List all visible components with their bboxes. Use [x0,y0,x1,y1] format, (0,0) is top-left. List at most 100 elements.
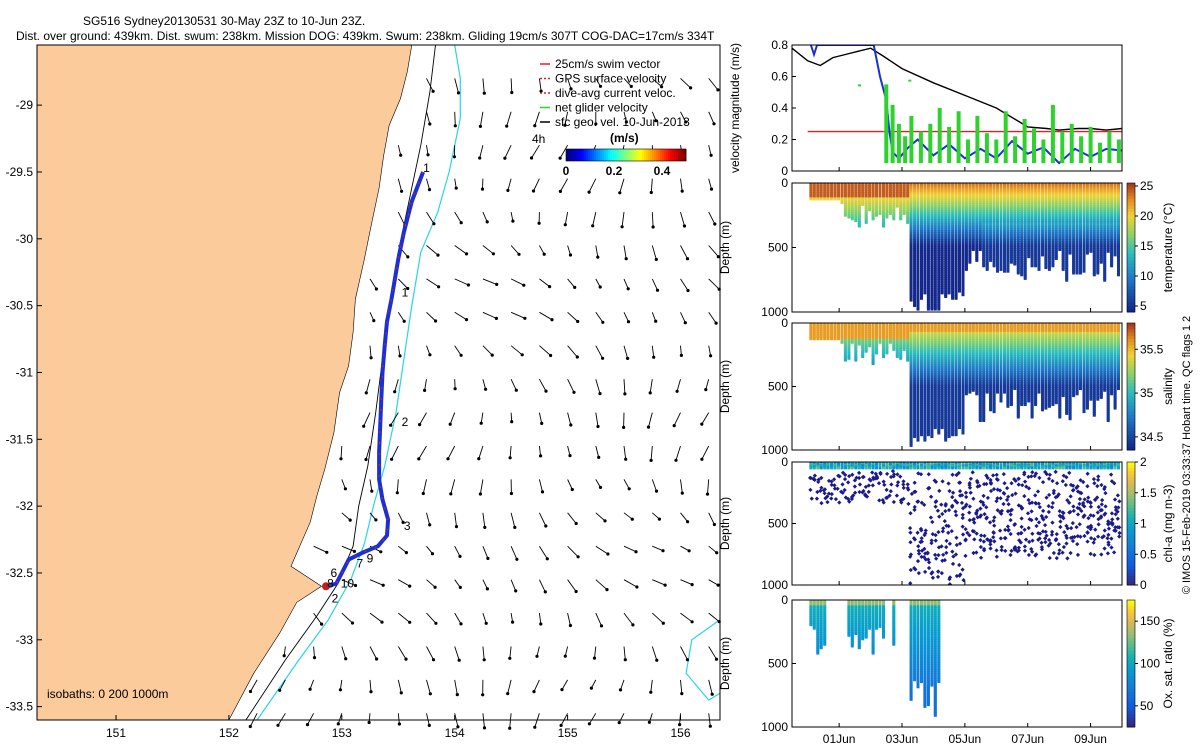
temperature-sample [895,195,899,199]
salinity-sample [892,331,896,335]
temperature-sample [1023,255,1027,259]
temperature-sample [1013,202,1017,206]
temperature-sample [1075,248,1079,251]
temperature-sample [920,253,923,257]
salinity-sample [916,406,920,410]
salinity-sample [861,335,865,339]
temperature-sample [1092,224,1096,228]
temperature-sample [1030,257,1034,260]
salinity-sample [847,339,851,342]
temperature-sample [1020,269,1024,273]
temperature-sample [1106,184,1110,188]
temperature-sample [954,260,958,264]
salinity-sample [819,330,823,334]
temperature-sample [958,211,961,215]
temperature-sample [989,244,993,248]
temperature-sample [823,188,827,192]
temperature-sample [1013,260,1017,264]
temperature-sample [1117,193,1120,197]
temperature-sample [1110,186,1114,190]
salinity-sample [916,353,920,357]
temperature-sample [868,186,872,190]
temperature-sample [1027,253,1031,257]
temperature-sample [1027,240,1031,244]
temperature-sample [1085,208,1089,212]
temperature-sample [937,284,941,288]
sfc-velocity-arrowhead [648,391,652,395]
sfc-velocity-arrowhead [622,425,626,429]
colorbar-cell [662,149,665,161]
salinity-sample [913,347,917,351]
temperature-sample [933,230,937,233]
temperature-sample [1085,217,1089,221]
temperature-sample [1072,246,1076,250]
temperature-sample [1044,184,1048,188]
temperature-sample [1027,193,1031,197]
temperature-sample [1103,275,1107,279]
colorbar-cell [602,149,605,161]
temperature-sample [1047,226,1051,230]
temperature-sample [1030,231,1034,235]
temperature-sample [1082,257,1086,260]
sfc-velocity-arrowhead [618,191,622,195]
salinity-sample [920,383,923,387]
sfc-velocity-arrow [418,445,427,460]
salinity-sample [920,326,923,330]
temperature-sample [909,206,913,210]
temperature-sample [1061,215,1065,219]
temperature-sample [1092,230,1096,233]
salinity-sample [916,378,920,382]
temperature-sample [964,242,968,246]
temperature-sample [920,248,923,251]
temperature-sample [930,213,934,217]
colorbar-cell [648,149,651,161]
temperature-sample [964,239,968,242]
temperature-sample [892,199,896,203]
temperature-sample [909,210,913,214]
temperature-sample [1061,235,1065,239]
temperature-sample [978,186,982,190]
temperature-sample [951,296,955,300]
temperature-sample [992,217,996,221]
temperature-sample [1110,231,1114,235]
salinity-sample [909,395,913,399]
colorbar-cell [626,149,629,161]
salinity-sample [816,324,820,328]
temperature-sample [909,190,913,194]
salinity-sample [875,349,878,353]
colorbar-cell [600,149,603,161]
temperature-sample [1061,258,1065,262]
salinity-sample [882,330,885,334]
temperature-sample [1117,199,1120,203]
temperature-sample [999,215,1003,219]
sfc-velocity-arrowhead [400,189,404,193]
temperature-sample [830,193,834,197]
temperature-sample [1085,184,1089,188]
temperature-sample [878,195,882,199]
temperature-sample [1103,246,1107,250]
temperature-sample [882,217,885,221]
temperature-sample [1054,237,1058,241]
temperature-sample [937,251,941,255]
salinity-sample [823,324,827,328]
temperature-sample [923,266,927,270]
sfc-velocity-arrowhead [606,552,610,556]
temperature-sample [847,195,851,199]
temperature-sample [1117,240,1120,244]
temperature-sample [1047,257,1051,260]
temperature-sample [1041,228,1044,232]
temperature-sample [1047,224,1051,228]
temperature-sample [933,204,937,208]
temperature-sample [961,224,965,228]
temperature-sample [930,258,934,262]
temperature-sample [1092,204,1096,208]
sfc-velocity-arrow [277,713,286,726]
temperature-sample [1082,183,1086,186]
temperature-sample [895,190,899,194]
salinity-sample [913,392,917,396]
temperature-sample [964,258,968,262]
temperature-sample [1009,235,1013,239]
temperature-sample [1044,202,1048,206]
sfc-velocity-arrowhead [344,657,348,661]
temperature-sample [923,188,927,192]
